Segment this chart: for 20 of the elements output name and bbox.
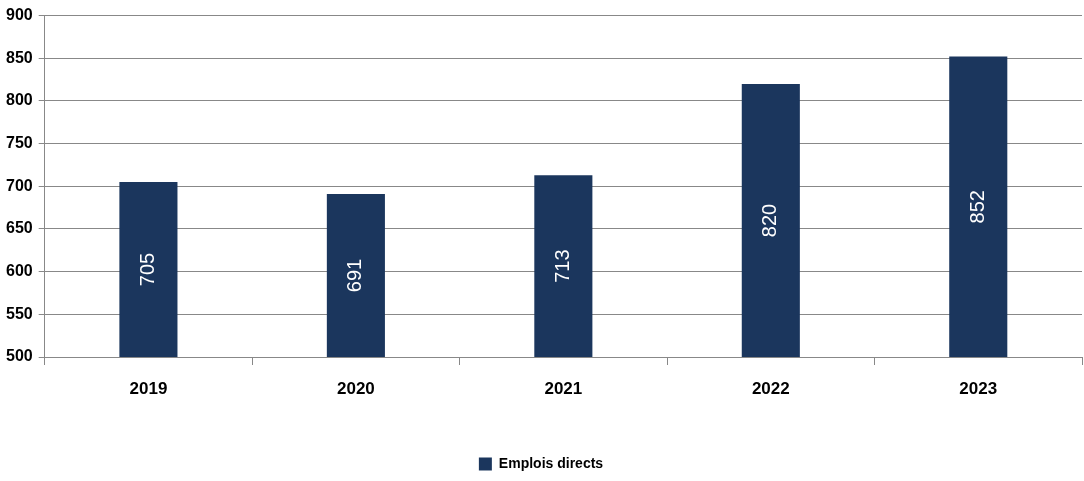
y-tick-label: 800 bbox=[5, 91, 33, 109]
data-label: 820 bbox=[758, 203, 781, 238]
y-tick-label: 900 bbox=[5, 6, 33, 24]
data-label: 691 bbox=[343, 258, 366, 293]
x-tick-label: 2019 bbox=[129, 378, 168, 398]
y-tick-label: 600 bbox=[5, 262, 33, 280]
y-tick-label: 750 bbox=[5, 134, 33, 152]
y-tick-label: 850 bbox=[5, 48, 33, 66]
x-tick-label: 2020 bbox=[336, 378, 375, 398]
data-label: 713 bbox=[550, 249, 573, 283]
x-tick-label: 2023 bbox=[959, 378, 998, 398]
y-tick-label: 550 bbox=[5, 304, 33, 322]
y-tick-label: 700 bbox=[5, 176, 33, 194]
legend-label: Emplois directs bbox=[498, 454, 604, 471]
data-label: 852 bbox=[965, 190, 988, 224]
x-tick-label: 2021 bbox=[544, 378, 583, 398]
data-label: 705 bbox=[135, 252, 158, 287]
y-tick-label: 650 bbox=[5, 219, 33, 237]
x-tick-label: 2022 bbox=[751, 378, 790, 398]
y-tick-label: 500 bbox=[5, 347, 33, 365]
